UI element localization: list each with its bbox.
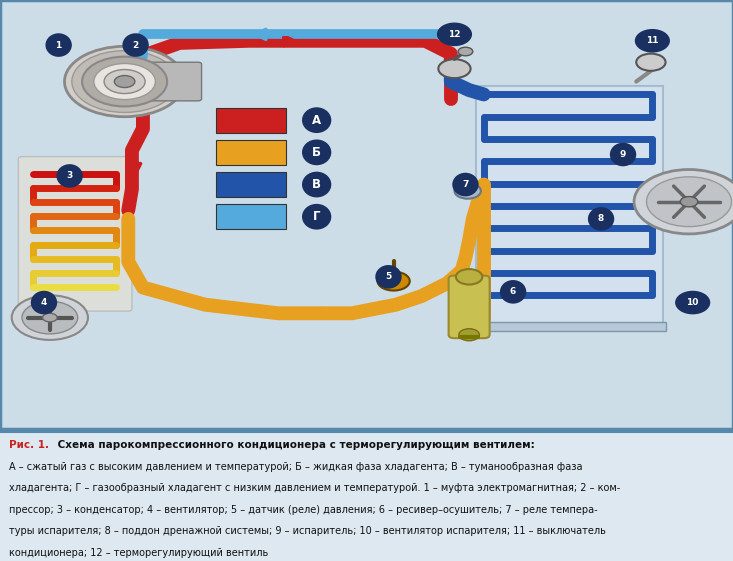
Circle shape (458, 47, 473, 56)
Text: 11: 11 (646, 36, 659, 45)
Circle shape (636, 54, 666, 71)
Text: 7: 7 (463, 180, 468, 189)
Bar (476, 86, 663, 330)
Ellipse shape (45, 33, 72, 57)
Text: 6: 6 (510, 287, 516, 296)
Circle shape (43, 313, 57, 322)
Ellipse shape (375, 265, 402, 288)
Text: хладагента; Г – газообразный хладагент с низким давлением и температурой. 1 – му: хладагента; Г – газообразный хладагент с… (9, 484, 620, 494)
Circle shape (454, 183, 481, 199)
FancyBboxPatch shape (216, 108, 286, 132)
Text: Схема парокомпрессионного кондиционера с терморегулирующим вентилем:: Схема парокомпрессионного кондиционера с… (54, 440, 535, 450)
Circle shape (634, 169, 733, 234)
Text: А: А (312, 114, 321, 127)
Ellipse shape (56, 164, 83, 188)
FancyBboxPatch shape (216, 140, 286, 165)
Circle shape (65, 47, 185, 117)
Text: 9: 9 (620, 150, 626, 159)
Text: 4: 4 (41, 298, 47, 307)
Text: 1: 1 (56, 40, 62, 49)
Text: Г: Г (313, 210, 320, 223)
Text: Б: Б (312, 146, 321, 159)
Text: 5: 5 (386, 272, 391, 281)
Circle shape (456, 269, 482, 284)
Ellipse shape (675, 291, 710, 314)
Text: 10: 10 (687, 298, 699, 307)
Ellipse shape (122, 33, 149, 57)
Ellipse shape (452, 173, 479, 196)
FancyBboxPatch shape (449, 275, 490, 338)
Text: 3: 3 (67, 172, 73, 181)
FancyBboxPatch shape (216, 204, 286, 229)
Circle shape (647, 177, 732, 227)
Circle shape (438, 59, 471, 78)
Ellipse shape (302, 172, 331, 197)
Ellipse shape (500, 280, 526, 304)
Ellipse shape (635, 29, 670, 53)
Circle shape (680, 196, 698, 207)
Ellipse shape (302, 204, 331, 229)
Text: прессор; 3 – конденсатор; 4 – вентилятор; 5 – датчик (реле) давления; 6 – ресиве: прессор; 3 – конденсатор; 4 – вентилятор… (9, 505, 597, 515)
Circle shape (22, 301, 78, 334)
Circle shape (377, 272, 410, 291)
Ellipse shape (437, 22, 472, 46)
Ellipse shape (302, 140, 331, 165)
Ellipse shape (588, 207, 614, 231)
Circle shape (94, 63, 155, 99)
Circle shape (72, 50, 177, 112)
Text: 2: 2 (133, 40, 139, 49)
Ellipse shape (610, 142, 636, 166)
Text: Рис. 1.: Рис. 1. (9, 440, 49, 450)
Circle shape (82, 57, 167, 107)
Circle shape (114, 76, 135, 88)
Text: кондиционера; 12 – терморегулирующий вентиль: кондиционера; 12 – терморегулирующий вен… (9, 548, 268, 558)
Text: В: В (312, 178, 321, 191)
FancyBboxPatch shape (18, 157, 132, 311)
Circle shape (104, 70, 145, 94)
Circle shape (12, 295, 88, 340)
FancyBboxPatch shape (216, 172, 286, 197)
Ellipse shape (31, 291, 57, 314)
FancyBboxPatch shape (143, 62, 202, 101)
Circle shape (459, 329, 479, 341)
Text: 8: 8 (598, 214, 604, 223)
Text: 12: 12 (448, 30, 461, 39)
Text: А – сжатый газ с высоким давлением и температурой; Б – жидкая фаза хладагента; В: А – сжатый газ с высоким давлением и тем… (9, 462, 582, 472)
Text: туры испарителя; 8 – поддон дренажной системы; 9 – испаритель; 10 – вентилятор и: туры испарителя; 8 – поддон дренажной си… (9, 526, 605, 536)
Ellipse shape (302, 107, 331, 133)
Bar (475, 322, 666, 332)
